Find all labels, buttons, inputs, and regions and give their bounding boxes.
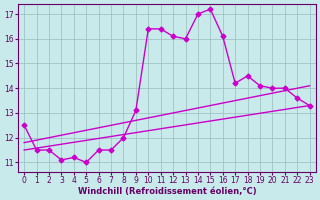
X-axis label: Windchill (Refroidissement éolien,°C): Windchill (Refroidissement éolien,°C) bbox=[77, 187, 256, 196]
